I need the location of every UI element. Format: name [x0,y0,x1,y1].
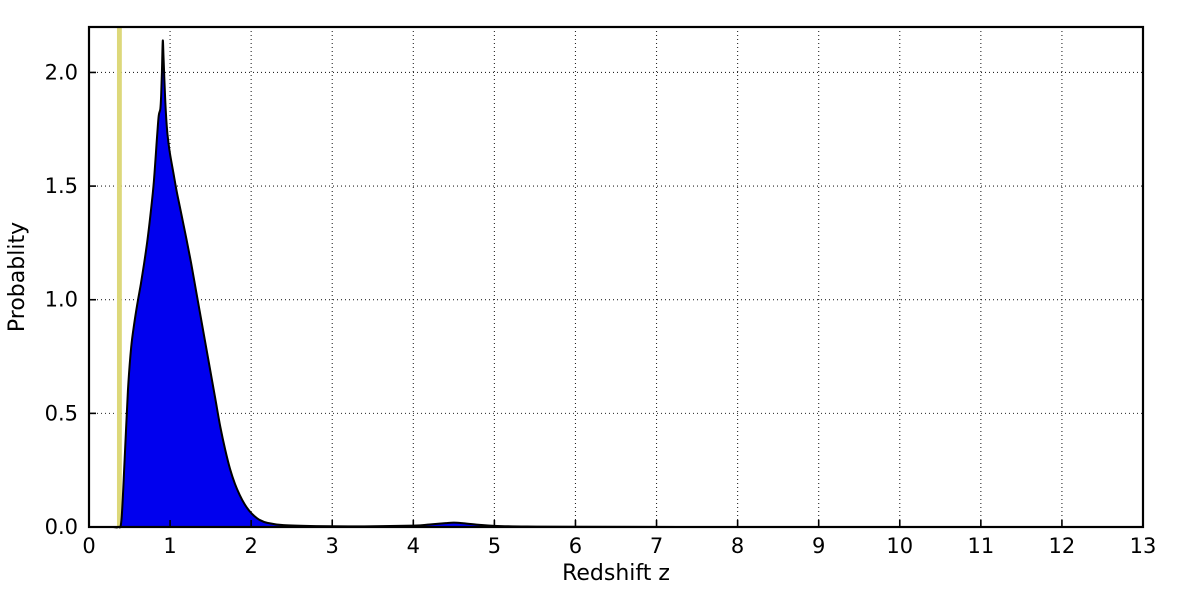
x-axis-tick-label: 12 [1049,534,1076,558]
y-axis-tick-label: 0.5 [45,401,78,425]
x-axis-title: Redshift z [562,561,670,586]
y-axis-title: Probablity [5,222,30,332]
axis-tick-labels: 0 1 2 3 4 5 6 7 8 9 10 11 12 130.00.51.01.52.0 [45,60,1157,558]
x-axis-tick-label: 4 [407,534,420,558]
x-axis-tick-label: 5 [488,534,501,558]
plot-background [89,27,1143,527]
annotation-band-layer [116,27,122,527]
x-axis-tick-label: 1 [163,534,176,558]
y-axis-tick-label: 1.0 [45,288,78,312]
x-axis-tick-label: 0 [82,534,95,558]
x-axis-tick-label: 7 [650,534,663,558]
y-axis-tick-label: 2.0 [45,60,78,84]
y-axis-tick-label: 0.0 [45,515,78,539]
x-axis-tick-label: 8 [731,534,744,558]
plot-frame [87,25,1145,529]
series-outline [88,39,1144,529]
x-axis-tick-label: 6 [569,534,582,558]
grid-lines [89,27,1143,527]
x-axis-tick-label: 9 [812,534,825,558]
data-series-layer [88,39,1144,529]
x-axis-tick-label: 3 [326,534,339,558]
x-axis-tick-label: 10 [886,534,913,558]
y-axis-tick-label: 1.5 [45,174,78,198]
redshift-marker-band [116,27,122,527]
x-axis-tick-label: 11 [967,534,994,558]
series-area-fill [89,40,1143,528]
x-axis-tick-label: 13 [1130,534,1157,558]
axis-ticks-layer [88,71,1144,528]
x-axis-tick-label: 2 [244,534,257,558]
